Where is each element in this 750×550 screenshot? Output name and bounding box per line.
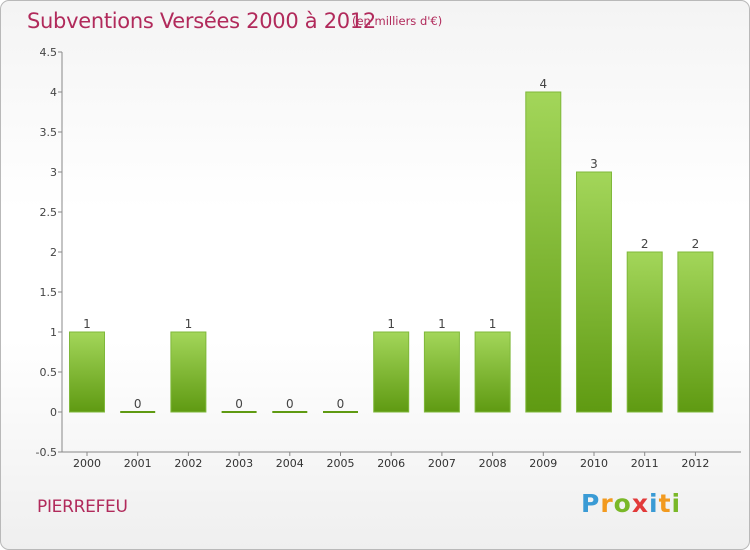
- x-tick-label: 2012: [681, 457, 709, 470]
- y-tick-label: 1.5: [40, 286, 58, 299]
- bar-2007: [424, 332, 460, 412]
- y-tick-label: 0: [50, 406, 57, 419]
- y-tick-label: 1: [50, 326, 57, 339]
- logo-letter: x: [631, 489, 649, 518]
- x-tick-label: 2000: [73, 457, 101, 470]
- bar-2000: [69, 332, 105, 412]
- bar-outline-2000: [69, 331, 105, 413]
- data-label-2002: 1: [185, 317, 193, 331]
- x-tick-label: 2002: [174, 457, 202, 470]
- commune-name: PIERREFEU: [37, 497, 128, 517]
- x-tick-label: 2009: [529, 457, 557, 470]
- bar-2010: [576, 172, 612, 412]
- bar-2008: [475, 332, 511, 412]
- bar-outline-2006: [373, 331, 410, 413]
- data-label-2009: 4: [539, 77, 547, 91]
- logo-letter: P: [581, 489, 601, 518]
- data-label-2006: 1: [387, 317, 395, 331]
- data-label-2005: 0: [337, 397, 345, 411]
- proxiti-logo: Proxiti: [581, 489, 681, 518]
- logo-letter: t: [658, 489, 672, 518]
- chart-subtitle: (en milliers d'€): [352, 14, 443, 28]
- data-label-2004: 0: [286, 397, 294, 411]
- bar-2011: [627, 252, 663, 412]
- y-tick-label: 2.5: [40, 206, 58, 219]
- bar-2002: [170, 332, 206, 412]
- data-label-2008: 1: [489, 317, 497, 331]
- data-label-2000: 1: [83, 317, 91, 331]
- x-tick-label: 2003: [225, 457, 253, 470]
- logo-letter: i: [671, 489, 682, 518]
- data-label-2011: 2: [641, 237, 649, 251]
- bar-2001: [120, 411, 156, 413]
- bar-2006: [373, 332, 409, 412]
- y-tick-label: 3: [50, 166, 57, 179]
- y-tick-label: -0.5: [36, 446, 57, 459]
- bars: [69, 91, 714, 413]
- x-tick-label: 2007: [428, 457, 456, 470]
- bar-outline-2007: [423, 331, 460, 413]
- x-tick-label: 2010: [580, 457, 608, 470]
- data-label-2010: 3: [590, 157, 598, 171]
- y-tick-label: 2: [50, 246, 57, 259]
- y-tick-label: 3.5: [40, 126, 58, 139]
- x-tick-label: 2006: [377, 457, 405, 470]
- y-tick-label: 4.5: [40, 46, 58, 59]
- bar-2003: [221, 411, 257, 413]
- y-tick-label: 0.5: [40, 366, 58, 379]
- bar-2004: [272, 411, 308, 413]
- bar-outline-2010: [576, 171, 612, 413]
- x-tick-label: 2005: [327, 457, 355, 470]
- logo-letter: o: [613, 489, 632, 518]
- data-label-2012: 2: [692, 237, 700, 251]
- bar-outline-2009: [525, 91, 562, 413]
- bar-2005: [323, 411, 358, 413]
- data-label-2003: 0: [235, 397, 243, 411]
- logo-letter: i: [649, 489, 659, 518]
- bar-2009: [525, 92, 561, 412]
- x-tick-label: 2008: [479, 457, 507, 470]
- bar-outline-2008: [474, 331, 511, 413]
- chart-title: Subventions Versées 2000 à 2012: [27, 9, 376, 33]
- data-label-2001: 0: [134, 397, 142, 411]
- data-label-2007: 1: [438, 317, 446, 331]
- x-tick-label: 2001: [124, 457, 152, 470]
- logo-letter: r: [600, 489, 614, 518]
- x-tick-label: 2011: [631, 457, 659, 470]
- x-tick-label: 2004: [276, 457, 304, 470]
- y-tick-label: 4: [50, 86, 57, 99]
- bar-outline-2011: [626, 251, 663, 413]
- data-labels: 1 0 1 0 0 0 1 1 1 4 3 2 2: [83, 77, 699, 411]
- bar-outline-2002: [170, 331, 207, 413]
- bar-2012: [677, 252, 713, 412]
- bar-outline-2012: [677, 251, 714, 413]
